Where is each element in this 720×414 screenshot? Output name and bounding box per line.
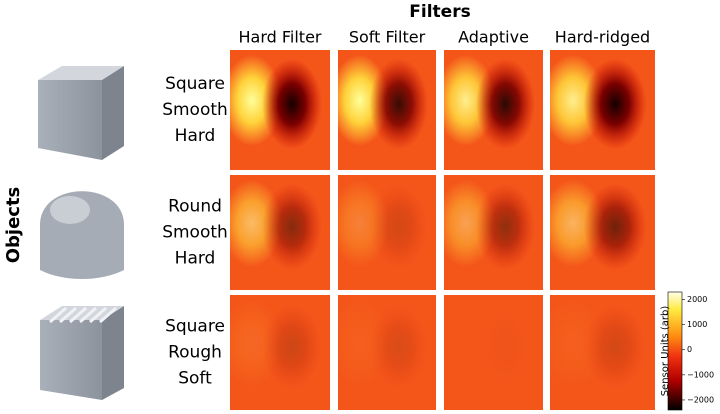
row-label: Hard	[175, 126, 216, 146]
colorbar-tick-label: 0	[687, 345, 692, 354]
heatmap-panel	[338, 175, 436, 290]
heatmap-cold	[262, 58, 322, 150]
colorbar-tick-label: −1000	[687, 370, 714, 379]
colorbar-tick-label: 1000	[687, 320, 707, 329]
heatmap	[230, 50, 330, 170]
row-label: Smooth	[162, 223, 228, 243]
row-axis-label: Objects	[3, 187, 24, 264]
heatmap-cold	[369, 183, 429, 271]
heatmap-background	[444, 295, 543, 410]
row-label: Rough	[168, 343, 222, 363]
heatmap-panel	[550, 175, 655, 290]
heatmap	[444, 175, 543, 290]
heatmap	[338, 50, 436, 170]
heatmap	[550, 175, 655, 290]
heatmap-cold	[262, 303, 322, 391]
column-label: Adaptive	[458, 28, 529, 47]
heatmap	[550, 50, 655, 170]
heatmap-panel	[550, 295, 655, 410]
heatmap	[444, 50, 543, 170]
heatmap-cold	[476, 303, 535, 390]
heatmap-cold	[583, 303, 647, 391]
row-label: Square	[165, 317, 225, 337]
colorbar	[667, 291, 683, 411]
heatmap-panel	[338, 295, 436, 410]
heatmap	[338, 175, 436, 290]
row-label: Smooth	[162, 100, 228, 120]
column-label: Hard-ridged	[555, 28, 650, 47]
row-label: Round	[168, 197, 222, 217]
colorbar-tick-label: 2000	[687, 295, 707, 304]
column-label: Soft Filter	[349, 28, 426, 47]
heatmap-cold	[369, 303, 429, 391]
heatmap-panel	[550, 50, 655, 170]
heatmap	[230, 295, 330, 410]
heatmap	[444, 295, 543, 410]
cube-icon	[38, 66, 124, 160]
colorbar-label: Sensor Units (arb)	[660, 306, 671, 397]
heatmap	[230, 175, 330, 290]
dome-icon	[40, 191, 124, 279]
row-label: Soft	[178, 369, 212, 389]
column-label: Hard Filter	[239, 28, 322, 47]
heatmap-cold	[369, 58, 429, 150]
heatmap-cold	[475, 58, 536, 150]
heatmap-panel	[230, 295, 330, 410]
row-label: Square	[165, 74, 225, 94]
ridged-cube-icon	[40, 306, 124, 400]
heatmap-cold	[583, 183, 647, 271]
heatmap-cold	[583, 58, 647, 150]
colorbar-tick-label: −2000	[687, 395, 714, 404]
heatmap	[550, 295, 655, 410]
heatmap-panel	[230, 50, 330, 170]
heatmap-panel	[338, 50, 436, 170]
title: Filters	[409, 2, 470, 22]
heatmap-cold	[262, 183, 322, 271]
row-label: Hard	[175, 249, 216, 269]
heatmap-panel	[444, 175, 543, 290]
heatmap-panel	[444, 295, 543, 410]
heatmap-panel	[444, 50, 543, 170]
heatmap	[338, 295, 436, 410]
heatmap-panel	[230, 175, 330, 290]
heatmap-cold	[475, 183, 536, 271]
